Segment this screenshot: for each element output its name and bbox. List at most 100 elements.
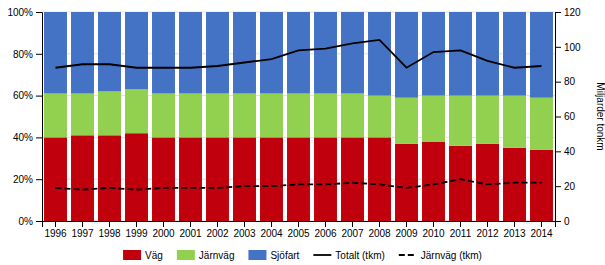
tick-label: 2007 <box>341 228 364 239</box>
tick: 20% <box>13 174 42 185</box>
tick-mark <box>487 221 488 227</box>
bar <box>260 137 283 221</box>
tick-mark <box>244 221 245 227</box>
tick: 2013 <box>503 221 526 239</box>
tick-label: 2011 <box>450 228 472 239</box>
tick-mark <box>136 221 137 227</box>
tick: 100 <box>555 42 581 53</box>
tick: 2011 <box>450 221 472 239</box>
tick-mark <box>555 186 561 187</box>
bar <box>44 137 67 221</box>
axis-line <box>43 222 556 228</box>
bar <box>206 137 229 221</box>
plot: 1996 19971998 1999 2000 2001 2002 2003 2004 2005… <box>7 7 581 239</box>
tick-mark <box>36 12 42 13</box>
tick-mark <box>190 221 191 227</box>
line <box>56 179 542 189</box>
legend-label: Väg <box>145 250 163 261</box>
tick-label: 2000 <box>152 228 175 239</box>
tick-mark <box>379 221 380 227</box>
bar <box>233 94 256 138</box>
bar <box>152 94 175 138</box>
bar <box>503 12 526 96</box>
tick-mark <box>325 221 326 227</box>
bar <box>368 137 391 221</box>
tick-label: 1996 <box>44 228 67 239</box>
bar <box>530 98 553 150</box>
bar <box>395 144 418 221</box>
tick: 2008 <box>368 221 391 239</box>
bar <box>179 12 202 94</box>
bar <box>233 137 256 221</box>
tick-mark <box>36 96 42 97</box>
legend-symbol <box>177 250 195 260</box>
x-axis: 1996 19971998 1999 2000 2001 2002 2003 2004 2005… <box>43 221 556 239</box>
legend-label: Järnväg (tkm) <box>421 250 482 261</box>
bar <box>98 12 121 91</box>
tick: 1997 <box>71 221 94 239</box>
tick-mark <box>298 221 299 227</box>
tick-label: 2002 <box>206 228 229 239</box>
tick-mark <box>406 221 407 227</box>
bar <box>341 137 364 221</box>
tick-label: 2009 <box>395 228 418 239</box>
tick: 120 <box>555 7 581 18</box>
tick: 2001 <box>179 221 202 239</box>
grid <box>42 12 555 221</box>
tick: 80 <box>555 76 576 87</box>
bar <box>449 146 472 221</box>
tick-label: 2006 <box>314 228 337 239</box>
tick: 40 <box>555 146 576 157</box>
tick-label: 2003 <box>233 228 256 239</box>
tick-label: 2001 <box>179 228 202 239</box>
tick-label: 80% <box>13 49 33 60</box>
legend-item: Totalt (tkm) <box>313 250 384 261</box>
tick-label: 60% <box>13 90 33 101</box>
bar <box>530 150 553 221</box>
bar <box>395 12 418 98</box>
tick: 2002 <box>206 221 229 239</box>
bar <box>422 142 445 221</box>
bar <box>449 96 472 146</box>
bar <box>152 137 175 221</box>
bar <box>125 133 148 221</box>
bar <box>125 89 148 133</box>
tick: 1998 <box>98 221 121 239</box>
tick-label: 2012 <box>476 228 499 239</box>
axis-line <box>36 13 43 222</box>
bar <box>44 94 67 138</box>
legend-item: Sjöfart <box>248 250 299 261</box>
bar <box>44 12 67 94</box>
tick-label: 2004 <box>260 228 283 239</box>
tick-mark <box>555 151 561 152</box>
tick-label: 2010 <box>422 228 445 239</box>
tick-mark <box>555 82 561 83</box>
tick: 2009 <box>395 221 418 239</box>
tick: 1999 <box>125 221 148 239</box>
tick: 100% <box>7 7 42 18</box>
tick-label: 20 <box>564 181 576 192</box>
bar <box>152 12 175 94</box>
bar <box>125 12 148 89</box>
bar <box>368 12 391 96</box>
tick: 2004 <box>260 221 283 239</box>
tick-label: 2008 <box>368 228 391 239</box>
bar <box>71 135 94 221</box>
tick-label: 2005 <box>287 228 310 239</box>
tick-mark <box>36 221 42 222</box>
bar <box>314 137 337 221</box>
tick: 60% <box>13 90 42 101</box>
bar <box>503 148 526 221</box>
tick-mark <box>82 221 83 227</box>
tick-mark <box>217 221 218 227</box>
tick-label: 80 <box>564 76 576 87</box>
legend-symbol <box>399 254 417 256</box>
legend-symbol <box>313 254 331 256</box>
bar <box>341 12 364 94</box>
bar <box>71 12 94 94</box>
legend-label: Sjöfart <box>270 250 299 261</box>
tick-label: 1999 <box>125 228 148 239</box>
tick-mark <box>36 137 42 138</box>
tick-label: 2013 <box>503 228 526 239</box>
bar-series <box>44 133 553 221</box>
